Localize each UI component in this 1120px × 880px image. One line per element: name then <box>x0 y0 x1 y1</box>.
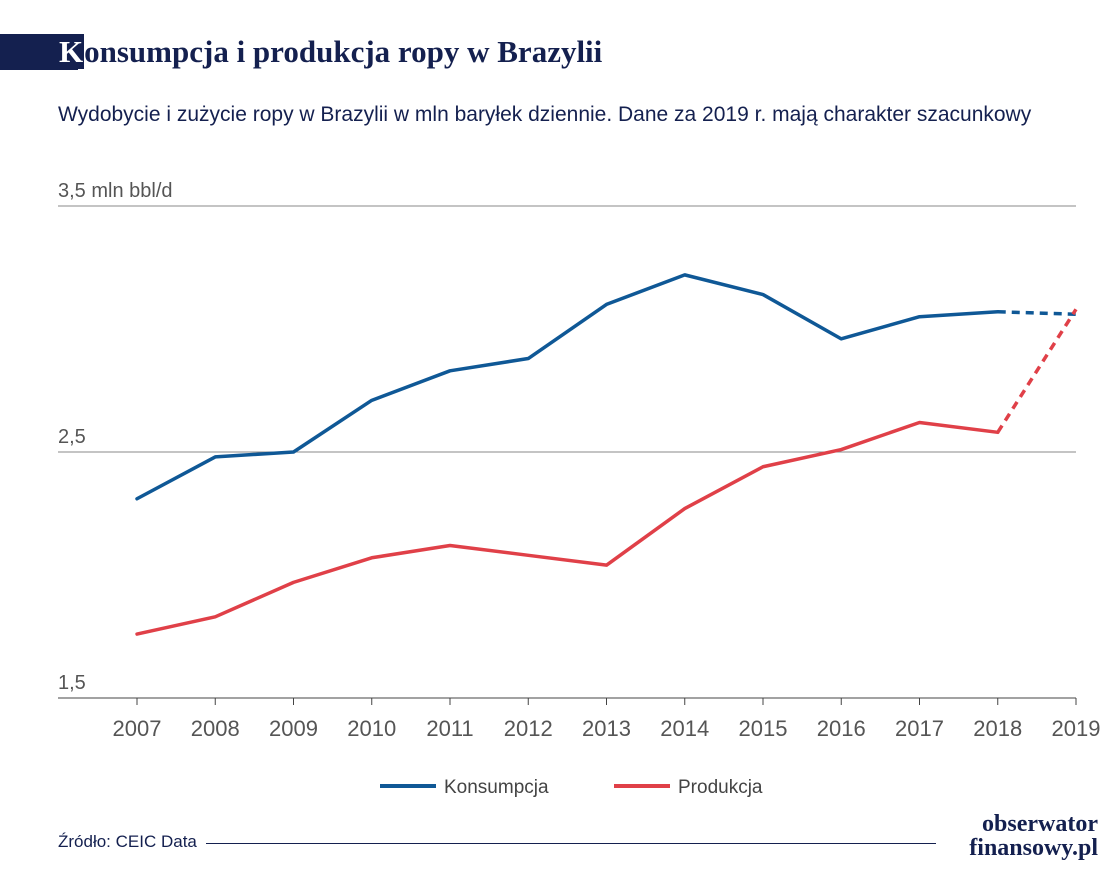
x-tick-label: 2010 <box>347 716 396 741</box>
source-note: Źródło: CEIC Data <box>58 832 197 851</box>
series-line-produkcja <box>135 420 1000 636</box>
x-tick-label: 2019 <box>1052 716 1101 741</box>
x-tick-label: 2018 <box>973 716 1022 741</box>
x-tick-label: 2015 <box>739 716 788 741</box>
page-title: Konsumpcja i produkcja ropy w Brazylii <box>58 32 602 72</box>
x-tick-label: 2012 <box>504 716 553 741</box>
x-tick-label: 2016 <box>817 716 866 741</box>
series-estimate-konsumpcja <box>997 310 1077 316</box>
logo-line-1: obserwator <box>982 811 1098 837</box>
x-tick-label: 2013 <box>582 716 631 741</box>
logo-line-2: finansowy.pl <box>969 835 1098 861</box>
series-line-konsumpcja <box>135 273 1000 501</box>
title-first-letter: K <box>58 34 85 69</box>
brand-logo: obserwator finansowy.pl <box>948 812 1098 860</box>
x-tick-label: 2014 <box>660 716 709 741</box>
footer-divider <box>206 843 936 844</box>
x-tick-label: 2011 <box>426 716 473 741</box>
title-rest: onsumpcja i produkcja ropy w Brazylii <box>84 34 603 69</box>
x-tick-label: 2007 <box>113 716 162 741</box>
x-tick-label: 2008 <box>191 716 240 741</box>
y-tick-label: 2,5 <box>58 426 86 448</box>
x-tick-label: 2017 <box>895 716 944 741</box>
y-tick-label: 1,5 <box>58 672 86 694</box>
series-estimate-produkcja <box>996 308 1078 434</box>
y-tick-label: 3,5 mln bbl/d <box>58 180 173 202</box>
chart-subtitle: Wydobycie i zużycie ropy w Brazylii w ml… <box>58 103 1032 126</box>
legend-label-konsumpcja: Konsumpcja <box>444 777 549 798</box>
legend-label-produkcja: Produkcja <box>678 777 763 798</box>
x-tick-label: 2009 <box>269 716 318 741</box>
